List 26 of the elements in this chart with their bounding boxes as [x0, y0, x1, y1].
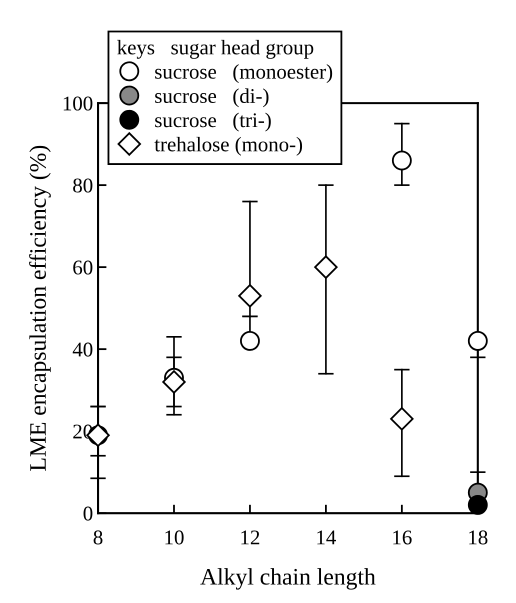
point — [390, 407, 414, 431]
y-tick-label: 40 — [72, 342, 92, 357]
x-tick-label: 18 — [469, 530, 488, 544]
y-tick-label: 100 — [64, 96, 92, 111]
y-tick-label: 60 — [73, 260, 92, 275]
legend-title: keys sugar head group — [117, 40, 314, 59]
x-tick-label: 12 — [241, 530, 260, 544]
point — [314, 255, 338, 279]
x-axis-title: Alkyl chain length — [200, 568, 376, 590]
y-tick-label: 0 — [84, 506, 92, 521]
point — [392, 150, 412, 170]
legend-label: trehalose (mono-) — [154, 136, 302, 156]
x-tick-label: 16 — [393, 530, 412, 544]
legend-label: sucrose (tri-) — [155, 112, 271, 132]
point — [162, 370, 186, 394]
y-tick-label: 80 — [73, 178, 92, 193]
legend-label: sucrose (monoester) — [155, 64, 332, 84]
point — [468, 495, 488, 515]
y-axis-title: LME encapsulation efficiency (%) — [29, 146, 51, 471]
x-tick-label: 10 — [165, 530, 184, 544]
point — [468, 331, 488, 351]
legend-label: sucrose (di-) — [155, 88, 268, 108]
x-tick-label: 8 — [94, 530, 102, 544]
point — [238, 284, 262, 308]
point — [240, 331, 260, 351]
x-tick-label: 14 — [317, 530, 336, 544]
